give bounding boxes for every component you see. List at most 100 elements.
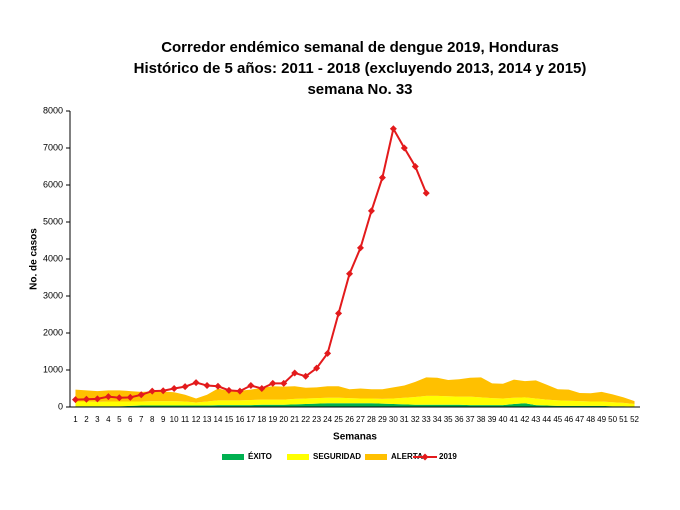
marker	[214, 382, 222, 390]
x-tick-label: 20	[279, 415, 288, 424]
x-tick-label: 18	[257, 415, 266, 424]
marker	[115, 394, 123, 402]
x-tick-label: 14	[214, 415, 223, 424]
x-tick-label: 28	[367, 415, 376, 424]
marker	[236, 387, 244, 395]
area	[75, 395, 635, 407]
marker	[71, 396, 79, 404]
marker	[269, 379, 277, 387]
x-tick-label: 40	[499, 415, 508, 424]
line	[75, 126, 428, 401]
marker	[247, 382, 255, 390]
marker	[104, 393, 112, 401]
marker	[192, 379, 200, 387]
x-tick-label: 47	[575, 415, 584, 424]
chart-title: Corredor endémico semanal de dengue 2019…	[161, 39, 559, 56]
marker	[225, 386, 233, 394]
area	[75, 377, 635, 405]
x-tick-label: 45	[553, 415, 562, 424]
x-tick-label: 39	[488, 415, 497, 424]
marker	[159, 387, 167, 395]
x-tick-label: 15	[224, 415, 233, 424]
marker	[400, 144, 408, 152]
x-tick-label: 52	[630, 415, 639, 424]
x-tick-label: 27	[356, 415, 365, 424]
x-tick-label: 37	[466, 415, 475, 424]
x-tick-label: 13	[203, 415, 212, 424]
x-tick-label: 21	[290, 415, 299, 424]
x-tick-label: 4	[106, 415, 111, 424]
marker	[378, 174, 386, 182]
marker	[82, 395, 90, 403]
x-tick-label: 35	[444, 415, 453, 424]
x-tick-label: 25	[334, 415, 343, 424]
x-tick-label: 10	[170, 415, 179, 424]
x-tick-label: 26	[345, 415, 354, 424]
x-tick-label: 34	[433, 415, 442, 424]
marker	[291, 369, 299, 377]
legend-swatch	[222, 454, 244, 460]
marker	[302, 372, 310, 380]
x-tick-label: 36	[455, 415, 464, 424]
x-tick-label: 11	[181, 415, 190, 424]
x-tick-label: 44	[542, 415, 551, 424]
x-tick-label: 9	[161, 415, 166, 424]
x-tick-label: 48	[586, 415, 595, 424]
marker	[313, 364, 321, 372]
marker	[346, 270, 354, 278]
x-tick-label: 33	[422, 415, 431, 424]
marker	[137, 391, 145, 399]
x-tick-label: 41	[509, 415, 518, 424]
y-tick-label: 2000	[43, 327, 63, 337]
marker	[356, 244, 364, 252]
chart-subtitle: Histórico de 5 años: 2011 - 2018 (excluy…	[134, 60, 587, 77]
area	[75, 403, 635, 407]
y-tick-label: 5000	[43, 216, 63, 226]
marker	[335, 309, 343, 317]
marker	[126, 393, 134, 401]
x-tick-label: 17	[246, 415, 255, 424]
x-tick-label: 49	[597, 415, 606, 424]
marker	[280, 379, 288, 387]
x-tick-label: 22	[301, 415, 310, 424]
y-tick-label: 8000	[43, 105, 63, 115]
y-axis-label: No. de casos	[29, 228, 40, 290]
x-tick-label: 50	[608, 415, 617, 424]
x-tick-label: 8	[150, 415, 155, 424]
legend-swatch	[287, 454, 309, 460]
y-tick-label: 4000	[43, 253, 63, 263]
x-tick-label: 43	[531, 415, 540, 424]
y-tick-label: 3000	[43, 290, 63, 300]
x-tick-label: 46	[564, 415, 573, 424]
x-tick-label: 24	[323, 415, 332, 424]
x-tick-label: 12	[192, 415, 201, 424]
y-tick-label: 6000	[43, 179, 63, 189]
x-tick-label: 7	[139, 415, 144, 424]
x-tick-label: 6	[128, 415, 133, 424]
x-tick-label: 16	[235, 415, 244, 424]
legend-swatch	[365, 454, 387, 460]
y-tick-label: 7000	[43, 142, 63, 152]
x-axis-label: Semanas	[333, 432, 377, 443]
legend-swatch	[421, 453, 429, 461]
x-tick-label: 23	[312, 415, 321, 424]
marker	[181, 383, 189, 391]
x-tick-label: 2	[84, 415, 89, 424]
y-tick-label: 1000	[43, 364, 63, 374]
x-tick-label: 3	[95, 415, 100, 424]
marker	[389, 125, 397, 133]
chart-subtitle: semana No. 33	[307, 81, 412, 98]
x-tick-label: 32	[411, 415, 420, 424]
y-tick-label: 0	[58, 401, 63, 411]
x-tick-label: 51	[619, 415, 628, 424]
x-tick-label: 5	[117, 415, 122, 424]
x-tick-label: 38	[477, 415, 486, 424]
x-tick-label: 31	[400, 415, 409, 424]
x-tick-label: 29	[378, 415, 387, 424]
marker	[367, 207, 375, 215]
marker	[203, 382, 211, 390]
x-tick-label: 30	[389, 415, 398, 424]
marker	[324, 349, 332, 357]
legend-text: ALERTA	[391, 452, 423, 461]
